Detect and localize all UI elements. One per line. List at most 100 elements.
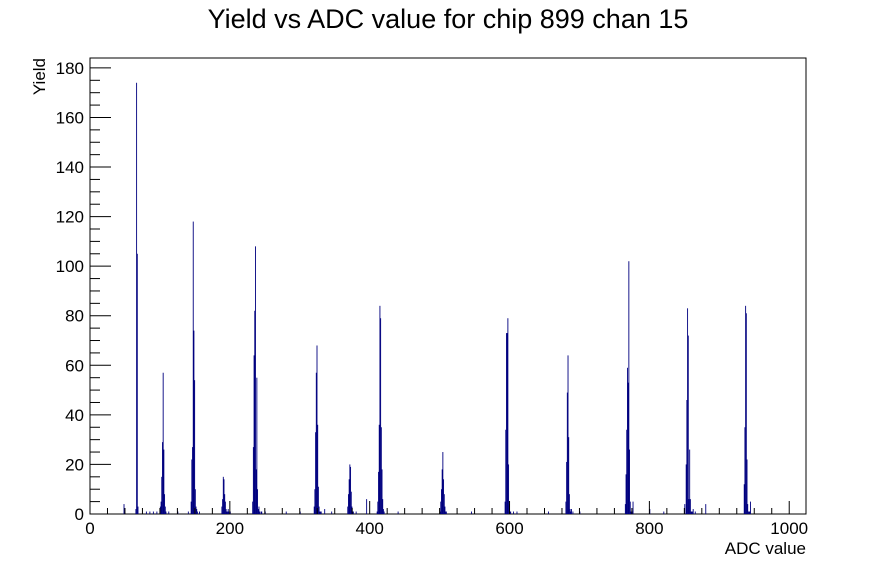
- histogram-bar: [352, 511, 354, 514]
- histogram-bar: [260, 511, 262, 514]
- histogram-bar: [688, 499, 690, 514]
- histogram-bar: [227, 511, 228, 514]
- histogram-bar: [152, 511, 154, 514]
- histogram-bar: [687, 308, 689, 514]
- histogram-bar: [194, 380, 196, 514]
- plot-frame: [89, 57, 807, 515]
- histogram-bar: [255, 469, 257, 514]
- histogram-bar: [320, 511, 322, 514]
- histogram-bar: [382, 509, 384, 514]
- y-tick-label: 20: [65, 455, 84, 474]
- histogram-bar: [444, 506, 446, 514]
- histogram-bar: [285, 511, 287, 514]
- histogram-bar: [226, 511, 228, 514]
- histogram-bar: [347, 506, 349, 514]
- histogram-bar: [568, 494, 570, 514]
- histogram-bar: [566, 461, 568, 514]
- histogram-bar: [445, 511, 447, 514]
- x-tick-label: 800: [635, 519, 663, 538]
- histogram-bar: [624, 504, 626, 514]
- histogram-bar: [382, 499, 384, 514]
- histogram-bar: [687, 335, 689, 514]
- histogram-bar: [566, 392, 568, 514]
- histogram-bar: [313, 506, 315, 514]
- histogram-bar: [199, 511, 200, 514]
- histogram-bar: [314, 489, 316, 514]
- histogram-bar: [254, 310, 256, 514]
- histogram-bar: [749, 511, 751, 514]
- histogram-bar: [149, 511, 151, 514]
- histogram-bar: [222, 499, 224, 514]
- histogram-bar: [747, 511, 749, 514]
- histogram-bar: [506, 333, 507, 514]
- histogram-bar: [748, 511, 750, 514]
- histogram-bar: [224, 501, 226, 514]
- histogram-bar: [160, 501, 162, 514]
- histogram-bar: [629, 501, 631, 514]
- histogram-bar: [629, 449, 630, 514]
- histogram-bar: [441, 469, 443, 514]
- histogram-bar: [570, 511, 572, 514]
- histogram-bar: [348, 494, 349, 514]
- histogram-bar: [745, 313, 747, 514]
- histogram-bar: [745, 305, 747, 514]
- histogram-bar: [516, 511, 518, 514]
- histogram-bar: [381, 469, 383, 514]
- histogram-bar: [331, 511, 333, 514]
- histogram-bar: [747, 504, 749, 514]
- histogram-bar: [705, 504, 707, 514]
- histogram-bar: [508, 464, 510, 514]
- histogram-bar: [350, 491, 352, 514]
- histogram-bar: [255, 246, 256, 514]
- histogram-bar: [257, 489, 259, 514]
- histogram-bar: [506, 333, 508, 514]
- y-axis-ticks: 0 20 40 60 80 100 120 140 160 180: [56, 59, 111, 524]
- histogram-bar: [685, 464, 687, 514]
- histogram-bar: [567, 355, 569, 514]
- histogram-bar: [441, 489, 442, 514]
- histogram-bar: [744, 427, 746, 514]
- histogram-bar: [163, 449, 165, 514]
- histogram-bar: [223, 479, 225, 514]
- histogram-bar: [694, 511, 696, 514]
- histogram-bars: [123, 82, 751, 514]
- histogram-bar: [689, 449, 691, 514]
- histogram-bar: [135, 509, 137, 514]
- histogram-bar: [443, 494, 445, 514]
- histogram-bar: [227, 509, 229, 514]
- histogram-bar: [376, 511, 378, 514]
- histogram-bar: [692, 511, 693, 514]
- histogram-bar: [137, 506, 139, 514]
- histogram-bar: [571, 509, 572, 514]
- histogram-bar: [256, 377, 258, 514]
- histogram-bar: [627, 367, 628, 514]
- histogram-bar: [505, 429, 507, 514]
- histogram-bar: [547, 511, 549, 514]
- x-tick-label: 1000: [770, 519, 808, 538]
- histogram-bar: [225, 509, 227, 514]
- histogram-bar: [569, 509, 571, 514]
- histogram-bar: [228, 511, 230, 514]
- histogram-bar: [689, 499, 691, 514]
- histogram-bar: [192, 447, 193, 514]
- x-tick-label: 200: [216, 519, 244, 538]
- histogram-bar: [397, 511, 399, 514]
- histogram-bar: [383, 511, 385, 514]
- histogram-bar: [164, 494, 166, 514]
- x-tick-label: 600: [495, 519, 523, 538]
- histogram-bar: [196, 509, 198, 514]
- histogram-bar: [350, 466, 352, 514]
- y-tick-label: 160: [56, 108, 84, 127]
- histogram-bar: [317, 424, 319, 514]
- x-axis-title: ADC value: [725, 539, 806, 558]
- histogram-bar: [161, 476, 163, 514]
- histogram-bar: [123, 504, 125, 514]
- histogram-bar: [319, 511, 321, 514]
- histogram-bar: [630, 511, 632, 514]
- histogram-bar: [663, 511, 665, 514]
- histogram-bar: [746, 459, 748, 514]
- histogram-bar: [445, 511, 447, 514]
- histogram-bar: [378, 471, 379, 514]
